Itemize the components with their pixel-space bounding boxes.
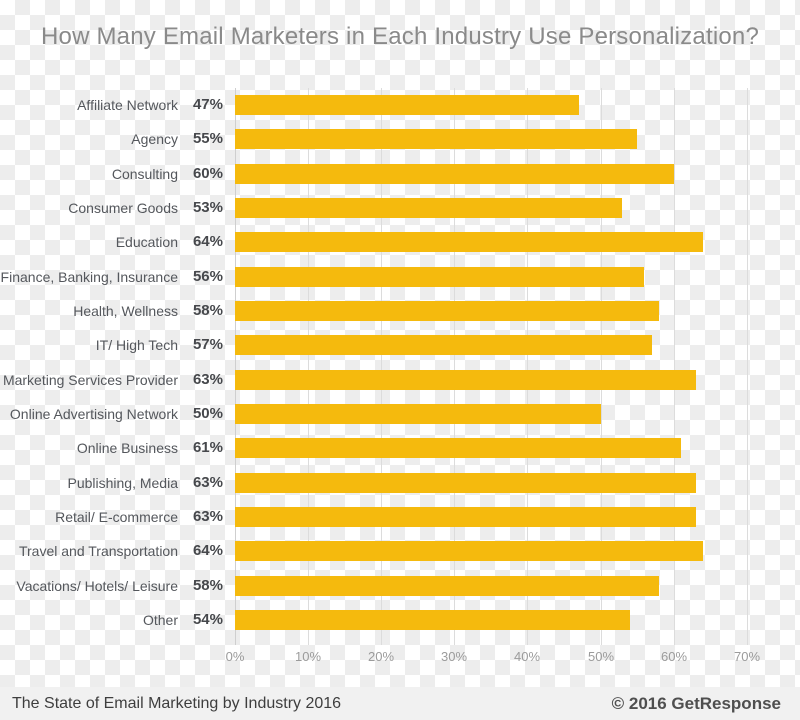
chart-row: Education 64%	[0, 232, 800, 252]
value-label: 55%	[192, 130, 223, 147]
value-label: 60%	[192, 165, 223, 182]
x-tick-label: 60%	[660, 649, 688, 664]
bar	[235, 610, 630, 630]
chart-row: Online Advertising Network 50%	[0, 404, 800, 424]
bar	[235, 129, 637, 149]
bar	[235, 473, 696, 493]
chart-row: Retail/ E-commerce 63%	[0, 507, 800, 527]
value-label: 57%	[192, 336, 223, 353]
y-axis-line	[235, 88, 236, 645]
bar	[235, 267, 644, 287]
bar	[235, 541, 703, 561]
value-label: 64%	[192, 233, 223, 250]
gridline	[454, 88, 455, 645]
gridline	[527, 88, 528, 645]
category-label: Consumer Goods	[68, 200, 178, 216]
gridline	[381, 88, 382, 645]
gridline	[601, 88, 602, 645]
category-label: Publishing, Media	[67, 475, 178, 491]
category-label: Other	[142, 612, 178, 628]
chart-row: Travel and Transportation 64%	[0, 541, 800, 561]
value-label: 61%	[192, 439, 223, 456]
category-label: Travel and Transportation	[18, 543, 178, 559]
value-label: 47%	[192, 96, 223, 113]
bar-chart: 0% 10% 20% 30% 40% 50% 60% 70% Affiliate Network…	[0, 88, 800, 664]
value-label: 63%	[192, 371, 223, 388]
chart-row: Vacations/ Hotels/ Leisure 58%	[0, 576, 800, 596]
category-label: IT/ High Tech	[95, 337, 178, 353]
category-label: Consulting	[111, 166, 178, 182]
category-label: Health, Wellness	[73, 303, 178, 319]
category-label: Agency	[131, 131, 178, 147]
value-label: 58%	[192, 302, 223, 319]
x-tick-label: 40%	[513, 649, 541, 664]
category-label: Affiliate Network	[77, 97, 178, 113]
chart-row: Online Business 61%	[0, 438, 800, 458]
category-label: Finance, Banking, Insurance	[0, 269, 178, 285]
chart-row: Consulting 60%	[0, 164, 800, 184]
chart-row: Finance, Banking, Insurance 56%	[0, 267, 800, 287]
source-caption: The State of Email Marketing by Industry…	[12, 695, 342, 712]
category-label: Vacations/ Hotels/ Leisure	[16, 578, 178, 594]
chart-row: Consumer Goods 53%	[0, 198, 800, 218]
gridline	[747, 88, 748, 645]
chart-title: How Many Email Marketers in Each Industr…	[40, 23, 760, 50]
chart-row: Publishing, Media 63%	[0, 473, 800, 493]
gridline	[308, 88, 309, 645]
bar	[235, 335, 652, 355]
value-label: 63%	[192, 508, 223, 525]
x-tick-label: 10%	[294, 649, 322, 664]
category-label: Marketing Services Provider	[2, 372, 178, 388]
chart-row: Agency 55%	[0, 129, 800, 149]
bar	[235, 576, 659, 596]
value-label: 53%	[192, 199, 223, 216]
value-label: 58%	[192, 577, 223, 594]
x-tick-label: 0%	[225, 649, 245, 664]
value-label: 54%	[192, 611, 223, 628]
bar	[235, 95, 579, 115]
value-label: 56%	[192, 268, 223, 285]
bar	[235, 198, 622, 218]
chart-row: Other 54%	[0, 610, 800, 630]
value-label: 63%	[192, 474, 223, 491]
bar	[235, 370, 696, 390]
chart-row: Affiliate Network 47%	[0, 95, 800, 115]
bar	[235, 404, 601, 424]
category-label: Education	[115, 234, 178, 250]
category-label: Retail/ E-commerce	[55, 509, 178, 525]
chart-row: Health, Wellness 58%	[0, 301, 800, 321]
category-label: Online Advertising Network	[9, 406, 178, 422]
category-label: Online Business	[76, 440, 178, 456]
value-label: 50%	[192, 405, 223, 422]
gridline	[674, 88, 675, 645]
footer-band: The State of Email Marketing by Industry…	[0, 687, 800, 720]
chart-row: Marketing Services Provider 63%	[0, 370, 800, 390]
bar	[235, 164, 674, 184]
bar	[235, 438, 681, 458]
value-label: 64%	[192, 542, 223, 559]
x-tick-label: 20%	[367, 649, 395, 664]
x-tick-label: 30%	[440, 649, 468, 664]
bar	[235, 301, 659, 321]
bar	[235, 232, 703, 252]
x-tick-label: 50%	[587, 649, 615, 664]
x-tick-label: 70%	[733, 649, 761, 664]
chart-row: IT/ High Tech 57%	[0, 335, 800, 355]
copyright-caption: © 2016 GetResponse	[611, 694, 781, 713]
bar	[235, 507, 696, 527]
